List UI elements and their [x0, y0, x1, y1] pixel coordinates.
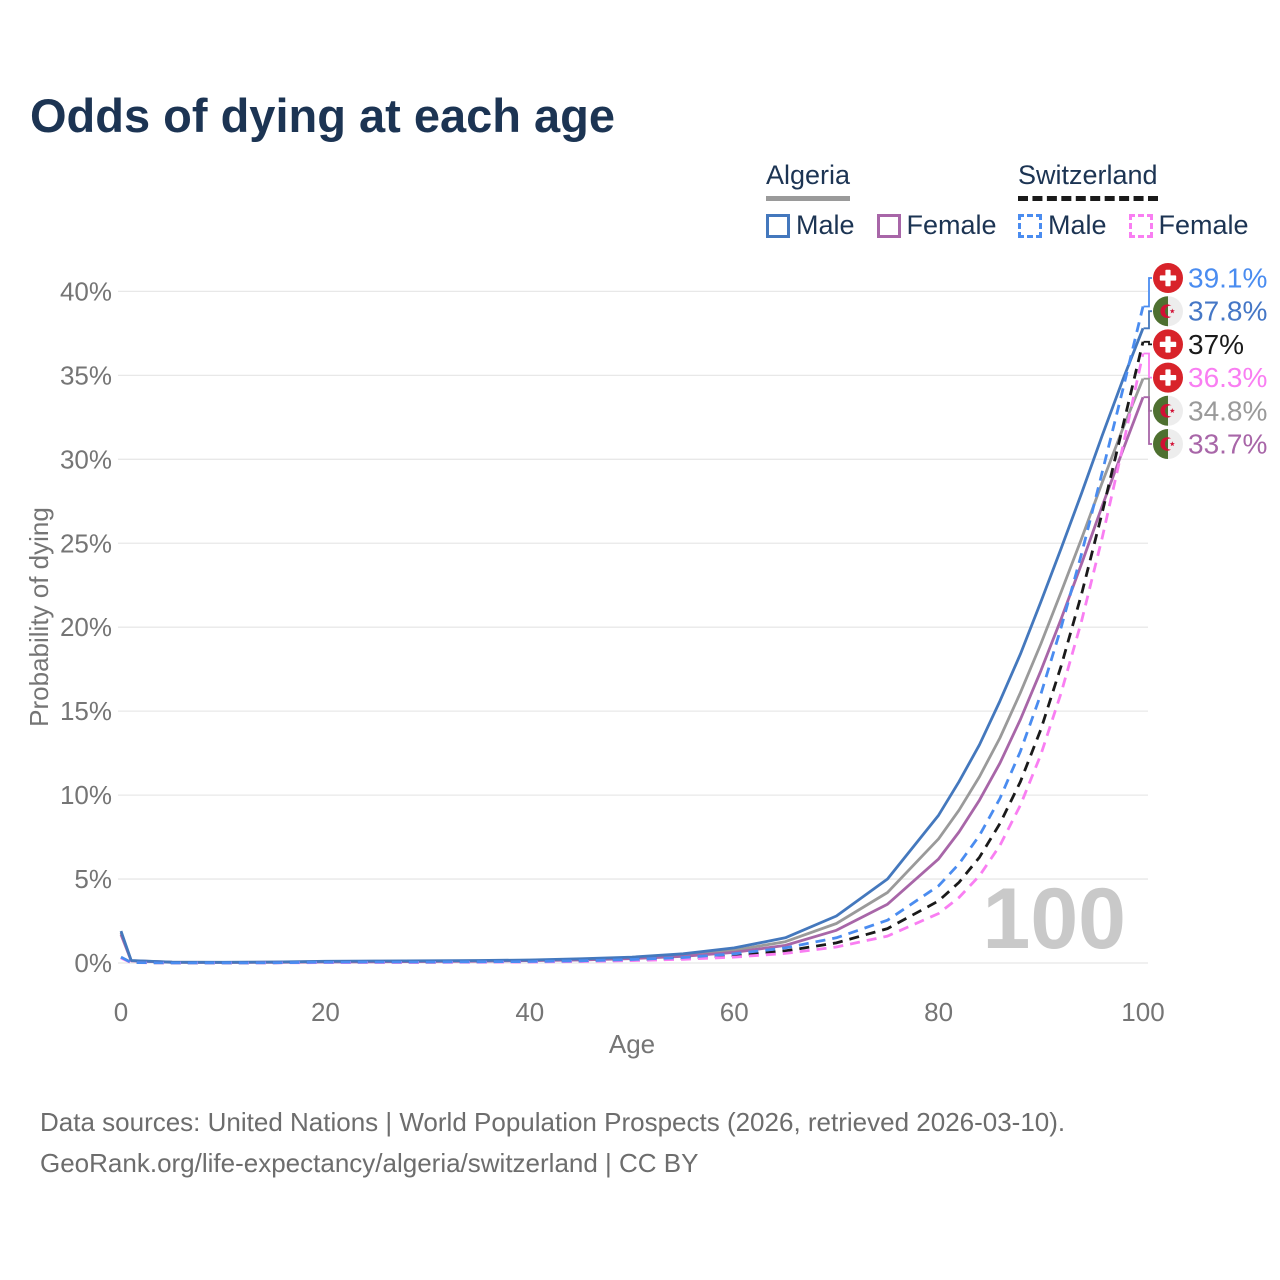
end-label-leader-algeria-both: [1143, 377, 1152, 412]
legend-swatch-switzerland-male: [1018, 213, 1042, 238]
legend-country-switzerland: Switzerland: [1018, 160, 1158, 201]
legend-item-switzerland-male[interactable]: Male: [1018, 210, 1107, 241]
x-tick-label-60: 60: [720, 997, 749, 1027]
legend-item-switzerland-female[interactable]: Female: [1128, 210, 1249, 241]
footer: Data sources: United Nations | World Pop…: [40, 1102, 1065, 1184]
page-title: Odds of dying at each age: [30, 89, 615, 142]
y-tick-label-25: 25%: [60, 528, 112, 558]
end-label-value-switzerland-female: 36.3%: [1188, 362, 1267, 393]
legend-label-switzerland-female: Female: [1158, 210, 1249, 240]
age-counter-watermark: 100: [983, 871, 1127, 967]
legend-label-algeria-male: Male: [796, 210, 855, 240]
legend-item-algeria-male[interactable]: Male: [766, 210, 855, 241]
y-tick-label-20: 20%: [60, 612, 112, 642]
y-tick-label-30: 30%: [60, 444, 112, 474]
algeria-flag-icon: [1153, 429, 1183, 459]
algeria-flag-icon: [1153, 395, 1183, 426]
algeria-flag-icon: [1153, 296, 1183, 327]
legend-item-algeria-female[interactable]: Female: [876, 210, 997, 241]
y-tick-label-5: 5%: [74, 864, 112, 894]
y-tick-label-0: 0%: [74, 948, 112, 978]
end-label-leader-switzerland-both: [1143, 340, 1152, 346]
end-label-leader-algeria-female: [1143, 396, 1152, 445]
end-label-value-algeria-male: 37.8%: [1188, 296, 1267, 327]
end-label-value-algeria-both: 34.8%: [1188, 395, 1267, 426]
legend-group-algeria: Algeria Male Female: [766, 160, 997, 241]
x-tick-label-40: 40: [515, 997, 544, 1027]
legend-label-algeria-female: Female: [906, 210, 997, 240]
x-tick-label-0: 0: [114, 997, 128, 1027]
legend-items-algeria: Male Female: [766, 210, 997, 241]
y-tick-label-15: 15%: [60, 696, 112, 726]
y-tick-label-40: 40%: [60, 276, 112, 306]
end-label-value-switzerland-male: 39.1%: [1188, 263, 1267, 294]
mortality-line-chart: 0% 5% 10% 15% 20% 25% 30% 35% 40% 0 20 40 60 80 100 Age…: [24, 263, 1267, 1060]
x-axis-title: Age: [609, 1029, 655, 1059]
legend-swatch-algeria-female: [876, 213, 901, 238]
y-tick-label-10: 10%: [60, 780, 112, 810]
switzerland-flag-icon: [1153, 362, 1183, 393]
switzerland-flag-icon: [1153, 329, 1183, 360]
footer-attribution: GeoRank.org/life-expectancy/algeria/swit…: [40, 1148, 699, 1178]
legend-items-switzerland: Male Female: [1018, 210, 1249, 241]
x-tick-label-100: 100: [1121, 997, 1164, 1027]
end-label-leader-switzerland-female: [1143, 352, 1152, 379]
legend-group-switzerland: Switzerland Male Female: [1018, 160, 1249, 241]
y-axis-title: Probability of dying: [24, 507, 54, 727]
end-label-leader-switzerland-male: [1143, 277, 1152, 308]
legend-swatch-switzerland-female: [1128, 213, 1153, 238]
end-label-value-algeria-female: 33.7%: [1188, 429, 1267, 460]
legend-swatch-algeria-male: [766, 213, 790, 238]
legend-label-switzerland-male: Male: [1048, 210, 1107, 240]
x-tick-label-80: 80: [924, 997, 953, 1027]
series-line-algeria-male: [119, 327, 1145, 964]
legend-country-algeria: Algeria: [766, 160, 851, 201]
series-line-switzerland-both: [120, 341, 1145, 965]
series-line-switzerland-female: [120, 353, 1145, 965]
end-label-leader-algeria-male: [1143, 310, 1152, 330]
switzerland-flag-icon: [1153, 263, 1183, 293]
x-tick-label-20: 20: [311, 997, 340, 1027]
footer-data-sources: Data sources: United Nations | World Pop…: [40, 1107, 1066, 1137]
series-line-switzerland-male: [120, 306, 1145, 965]
end-label-value-switzerland-both: 37%: [1188, 329, 1244, 360]
y-tick-label-35: 35%: [60, 360, 112, 390]
